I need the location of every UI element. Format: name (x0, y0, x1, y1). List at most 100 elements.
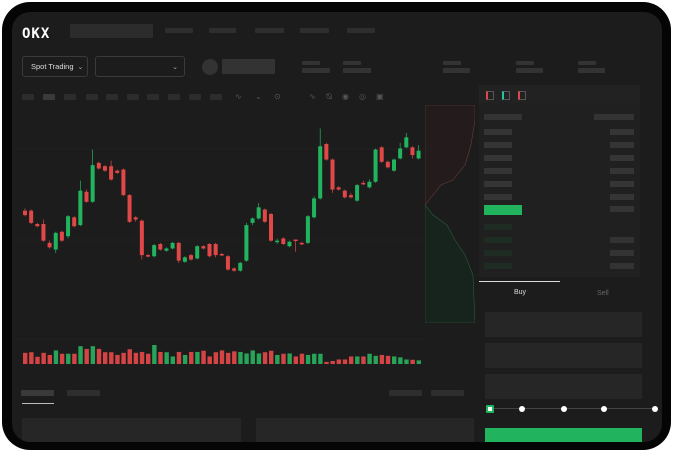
candle-up (238, 262, 243, 271)
stat-label (516, 61, 534, 65)
volume-bar (379, 354, 385, 364)
candle-down (299, 242, 304, 245)
search-bar[interactable] (70, 24, 153, 38)
candle-up (287, 241, 292, 247)
volume-bar (404, 359, 409, 364)
candle-up (78, 190, 83, 226)
candlestick-chart[interactable] (12, 104, 477, 374)
slider-step-25[interactable] (519, 406, 525, 412)
volume-bar (238, 351, 243, 364)
settings-icon[interactable]: ⊙ (274, 92, 281, 101)
volume-bar (373, 355, 378, 364)
nav-item[interactable] (165, 28, 193, 33)
volume-bar (330, 360, 335, 364)
stat-label (343, 61, 361, 65)
price-input[interactable] (485, 312, 642, 337)
candle-down (269, 214, 273, 241)
camera-icon[interactable]: ◉ (342, 92, 349, 101)
nav-item[interactable] (347, 28, 375, 33)
volume-bar (244, 353, 249, 364)
settings-icon[interactable]: ◎ (359, 92, 366, 101)
chevron-down-icon: ⌄ (172, 63, 178, 71)
draw-line-icon[interactable]: ∿ (309, 92, 316, 101)
slider-step-100[interactable] (652, 406, 658, 412)
candle-down (146, 255, 150, 257)
volume-bar (146, 353, 151, 364)
timeframe-button[interactable] (147, 94, 159, 100)
volume-bar (225, 352, 231, 364)
volume-bar (287, 353, 292, 364)
candle-down (293, 239, 298, 242)
chart-type-icon[interactable]: ⌄ (255, 92, 262, 101)
volume-bar (416, 360, 421, 364)
ask-price (484, 194, 512, 200)
candle-up (312, 198, 317, 218)
volume-bar (262, 352, 268, 364)
timeframe-button[interactable] (168, 94, 180, 100)
ask-size (610, 181, 634, 187)
buy-tab[interactable]: Buy (514, 289, 527, 296)
orderbook-asks-icon[interactable] (518, 91, 526, 100)
timeframe-button[interactable] (43, 94, 55, 100)
buy-button[interactable] (485, 428, 642, 442)
candle-up (250, 218, 255, 223)
timeframe-button[interactable] (127, 94, 139, 100)
stat-value (443, 68, 470, 73)
candle-up (256, 207, 261, 219)
nav-item[interactable] (255, 28, 284, 33)
sell-tab[interactable]: Sell (597, 290, 609, 297)
candle-down (379, 147, 384, 162)
fullscreen-icon[interactable]: ▣ (376, 92, 384, 101)
volume-bar (336, 359, 342, 364)
slider-step-75[interactable] (601, 406, 607, 412)
timeframe-button[interactable] (106, 94, 118, 100)
market-type-dropdown[interactable]: Spot Trading ⌄ (22, 56, 88, 77)
orderbook-both-icon[interactable] (486, 91, 494, 100)
amount-input[interactable] (485, 343, 642, 368)
candle-down (225, 256, 230, 270)
candle-down (158, 244, 163, 250)
timeframe-button[interactable] (22, 94, 34, 100)
orderbook-col-header (484, 114, 522, 120)
timeframe-button[interactable] (64, 94, 76, 100)
ask-size (610, 194, 634, 200)
pair-dropdown[interactable]: ⌄ (95, 56, 185, 77)
okx-logo[interactable]: OKX (22, 26, 51, 42)
bid-depth-area (425, 204, 475, 323)
candle-up (53, 232, 58, 250)
timeframe-button[interactable] (189, 94, 201, 100)
amount-slider-track[interactable] (489, 408, 655, 409)
stat-label (443, 61, 461, 65)
candle-up (318, 146, 323, 199)
volume-bar (170, 356, 175, 364)
tab-order-history[interactable] (67, 390, 100, 396)
candle-down (84, 191, 89, 202)
indicator-icon[interactable]: ∿ (235, 92, 242, 101)
last-price (484, 205, 522, 215)
candle-down (262, 209, 267, 222)
volume-bar (23, 352, 28, 364)
volume-bar (324, 361, 329, 364)
candle-down (348, 195, 353, 198)
volume-bar (318, 353, 323, 364)
volume-bar (392, 356, 397, 364)
ask-size (610, 155, 634, 161)
total-input[interactable] (485, 374, 642, 399)
nav-item[interactable] (209, 28, 236, 33)
slider-step-50[interactable] (561, 406, 567, 412)
orderbook-col-header (594, 114, 634, 120)
candle-down (232, 268, 237, 271)
candle-up (275, 240, 280, 243)
timeframe-button[interactable] (86, 94, 98, 100)
amount-slider-handle[interactable] (486, 405, 494, 413)
filter-button[interactable] (431, 390, 464, 396)
tab-open-orders[interactable] (21, 390, 54, 396)
nav-item[interactable] (300, 28, 329, 33)
ruler-icon[interactable]: ⦰ (326, 92, 333, 101)
orderbook-bids-icon[interactable] (502, 91, 510, 100)
volume-bar (102, 352, 108, 364)
candle-up (182, 257, 187, 262)
filter-button[interactable] (389, 390, 422, 396)
timeframe-button[interactable] (210, 94, 222, 100)
volume-bar (355, 356, 360, 364)
